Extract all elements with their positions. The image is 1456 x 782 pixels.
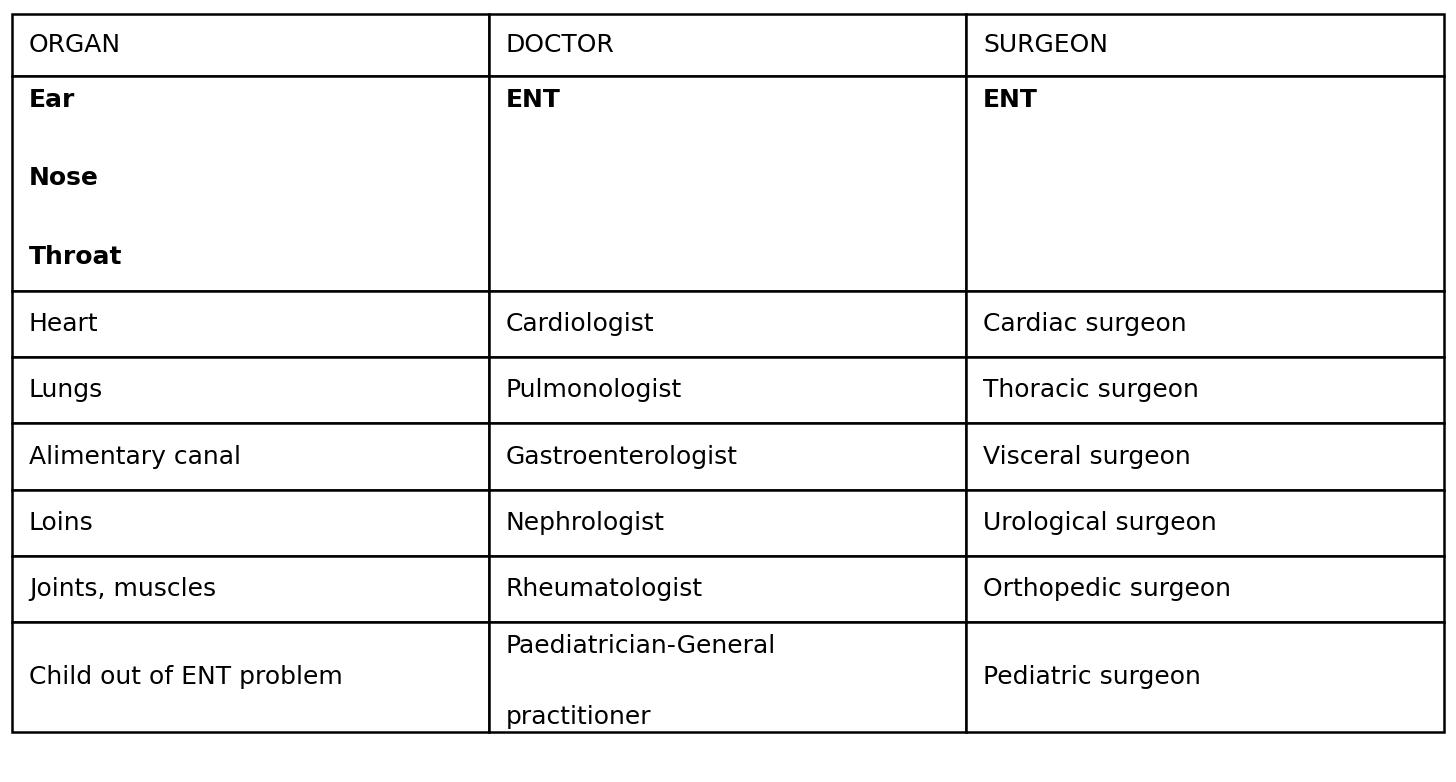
Text: ORGAN: ORGAN xyxy=(29,33,121,57)
Text: Urological surgeon: Urological surgeon xyxy=(983,511,1217,535)
Bar xyxy=(489,291,965,357)
Bar xyxy=(965,490,1444,556)
Text: Nephrologist: Nephrologist xyxy=(505,511,665,535)
Text: Lungs: Lungs xyxy=(29,378,103,402)
Text: SURGEON: SURGEON xyxy=(983,33,1108,57)
Bar xyxy=(489,490,965,556)
Bar xyxy=(12,556,489,622)
Text: Cardiac surgeon: Cardiac surgeon xyxy=(983,312,1187,336)
Bar xyxy=(12,490,489,556)
Text: Visceral surgeon: Visceral surgeon xyxy=(983,445,1191,468)
Text: Rheumatologist: Rheumatologist xyxy=(505,577,703,601)
Bar xyxy=(12,14,489,76)
Bar xyxy=(965,291,1444,357)
Bar xyxy=(489,357,965,423)
Bar xyxy=(12,76,489,291)
Text: ENT: ENT xyxy=(505,88,561,112)
Text: Alimentary canal: Alimentary canal xyxy=(29,445,240,468)
Bar xyxy=(965,423,1444,490)
Bar xyxy=(489,622,965,732)
Text: Thoracic surgeon: Thoracic surgeon xyxy=(983,378,1198,402)
Bar xyxy=(965,556,1444,622)
Bar xyxy=(489,423,965,490)
Text: ENT: ENT xyxy=(983,88,1038,112)
Text: Heart: Heart xyxy=(29,312,99,336)
Bar xyxy=(965,622,1444,732)
Text: Loins: Loins xyxy=(29,511,93,535)
Text: Cardiologist: Cardiologist xyxy=(505,312,655,336)
Text: Pediatric surgeon: Pediatric surgeon xyxy=(983,665,1201,689)
Text: Joints, muscles: Joints, muscles xyxy=(29,577,215,601)
Bar xyxy=(489,76,965,291)
Bar xyxy=(489,556,965,622)
Bar xyxy=(965,14,1444,76)
Text: DOCTOR: DOCTOR xyxy=(505,33,614,57)
Text: Orthopedic surgeon: Orthopedic surgeon xyxy=(983,577,1230,601)
Bar xyxy=(12,423,489,490)
Text: Gastroenterologist: Gastroenterologist xyxy=(505,445,738,468)
Bar xyxy=(965,76,1444,291)
Text: Paediatrician-General

practitioner: Paediatrician-General practitioner xyxy=(505,634,776,730)
Bar xyxy=(12,622,489,732)
Bar xyxy=(489,14,965,76)
Text: Pulmonologist: Pulmonologist xyxy=(505,378,683,402)
Text: Ear

Nose

Throat: Ear Nose Throat xyxy=(29,88,122,269)
Bar xyxy=(12,357,489,423)
Bar xyxy=(12,291,489,357)
Bar xyxy=(965,357,1444,423)
Text: Child out of ENT problem: Child out of ENT problem xyxy=(29,665,342,689)
